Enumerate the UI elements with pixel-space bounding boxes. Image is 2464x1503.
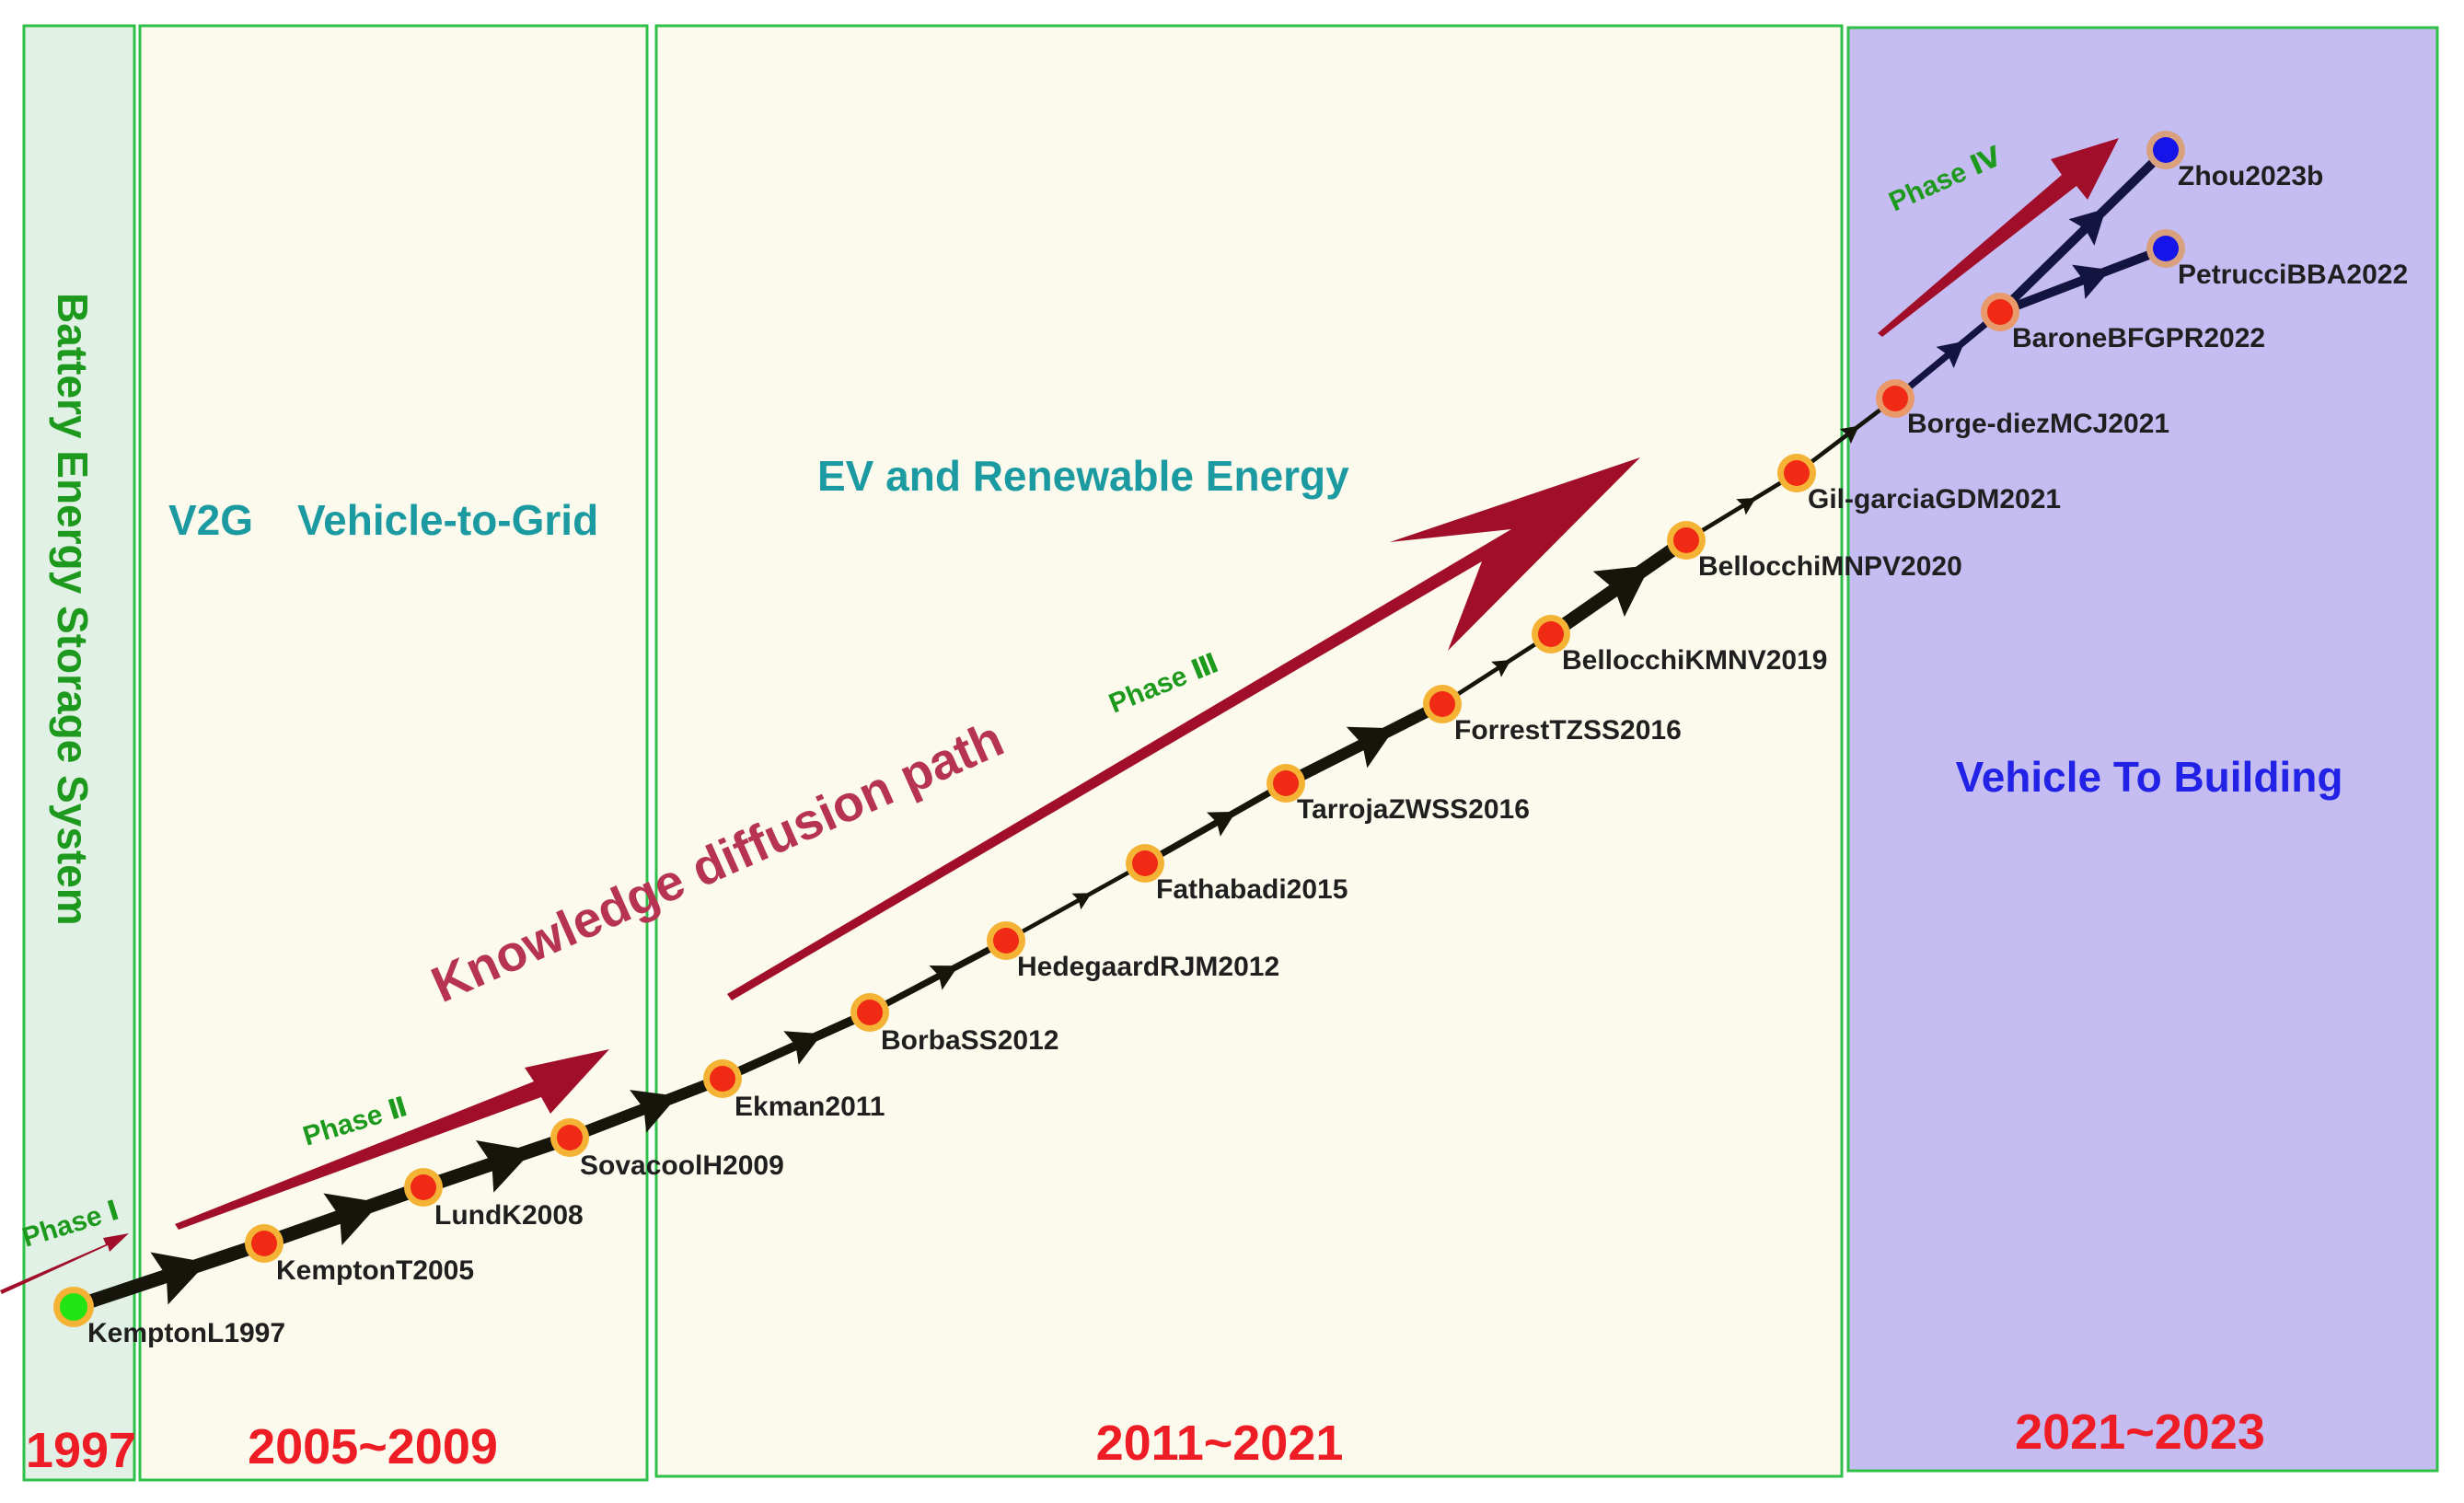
edge-arrowhead-BorbaSS2012-to-HedegaardRJM2012 bbox=[929, 965, 959, 990]
panel-2021-2023 bbox=[1846, 26, 2439, 1473]
nodes-layer: KemptonL1997 KemptonT2005 LundK2008 Sovacoo… bbox=[53, 131, 2408, 1348]
node-HedegaardRJM2012: HedegaardRJM2012 bbox=[987, 921, 1279, 982]
edge-HedegaardRJM2012-to-Fathabadi2015 bbox=[1003, 861, 1148, 943]
theme-battery-storage: Battery Energy Storage System bbox=[49, 293, 97, 926]
diffusion-arrow-phase-1 bbox=[0, 1233, 129, 1294]
edge-arrowhead-Gil-garciaGDM2021-to-Borge-diezMCJ2021 bbox=[1839, 425, 1859, 445]
diffusion-arrow-phase-2 bbox=[175, 1049, 609, 1230]
node-core bbox=[1673, 527, 1699, 553]
node-core bbox=[857, 1000, 883, 1025]
node-label: Borge-diezMCJ2021 bbox=[1907, 409, 2169, 439]
edge-arrowhead-KemptonT2005-to-LundK2008 bbox=[323, 1193, 381, 1246]
theme-ev-renewable: EV and Renewable Energy bbox=[817, 452, 1349, 500]
edge-BorbaSS2012-to-HedegaardRJM2012 bbox=[866, 937, 1010, 1016]
node-label: KemptonT2005 bbox=[276, 1255, 474, 1286]
node-label: BellocchiKMNV2019 bbox=[1562, 645, 1827, 676]
node-core bbox=[710, 1066, 735, 1092]
node-TarrojaZWSS2016: TarrojaZWSS2016 bbox=[1267, 764, 1530, 825]
edge-arrowhead-BellocchiKMNV2019-to-BellocchiMNPV2020 bbox=[1592, 565, 1650, 618]
year-labels: 1997 2005~2009 2011~2021 2021~2023 bbox=[26, 1405, 2265, 1478]
diffusion-arrow-phase-4 bbox=[1878, 138, 2119, 337]
node-core bbox=[1987, 299, 2013, 325]
node-label: TarrojaZWSS2016 bbox=[1297, 794, 1530, 825]
theme-labels: Battery Energy Storage System V2G Vehicl… bbox=[49, 293, 2343, 926]
panel-2005-2009 bbox=[138, 24, 649, 1482]
edge-Gil-garciaGDM2021-to-Borge-diezMCJ2021 bbox=[1794, 396, 1898, 476]
node-core bbox=[1429, 691, 1455, 717]
year-label-2011-2021: 2011~2021 bbox=[1096, 1416, 1344, 1471]
node-BaroneBFGPR2022: BaroneBFGPR2022 bbox=[1981, 293, 2265, 353]
node-core bbox=[411, 1174, 436, 1200]
node-label: Fathabadi2015 bbox=[1156, 874, 1348, 905]
node-core bbox=[1784, 460, 1810, 486]
edge-arrowhead-ForrestTZSS2016-to-BellocchiKMNV2019 bbox=[1491, 660, 1511, 677]
node-Zhou2023b: Zhou2023b bbox=[2146, 131, 2323, 191]
edge-ForrestTZSS2016-to-BellocchiKMNV2019 bbox=[1440, 631, 1554, 707]
year-label-2005-2009: 2005~2009 bbox=[248, 1419, 498, 1474]
node-BellocchiMNPV2020: BellocchiMNPV2020 bbox=[1667, 521, 1962, 582]
node-core bbox=[60, 1293, 87, 1321]
edge-BellocchiMNPV2020-to-Gil-garciaGDM2021 bbox=[1683, 470, 1799, 543]
node-label: HedegaardRJM2012 bbox=[1017, 952, 1279, 982]
node-core bbox=[1132, 850, 1158, 876]
node-KemptonT2005: KemptonT2005 bbox=[245, 1224, 474, 1286]
theme-vehicle-to-building: Vehicle To Building bbox=[1956, 753, 2343, 801]
edge-arrowhead-Fathabadi2015-to-TarrojaZWSS2016 bbox=[1206, 811, 1236, 837]
edge-Fathabadi2015-to-TarrojaZWSS2016 bbox=[1141, 780, 1290, 867]
node-core bbox=[2153, 137, 2179, 163]
node-label: BellocchiMNPV2020 bbox=[1698, 551, 1962, 582]
node-SovacoolH2009: SovacoolH2009 bbox=[550, 1118, 784, 1181]
edge-arrowhead-BaroneBFGPR2022-to-Zhou2023b bbox=[2068, 208, 2106, 246]
year-label-2021-2023: 2021~2023 bbox=[2015, 1405, 2265, 1460]
node-Ekman2011: Ekman2011 bbox=[703, 1059, 885, 1122]
node-core bbox=[1273, 770, 1299, 796]
theme-v2g-abbrev: V2G bbox=[168, 496, 253, 544]
node-Borge-diezMCJ2021: Borge-diezMCJ2021 bbox=[1876, 379, 2169, 439]
edge-arrowhead-HedegaardRJM2012-to-Fathabadi2015 bbox=[1071, 893, 1093, 910]
node-core bbox=[2153, 236, 2179, 261]
node-Fathabadi2015: Fathabadi2015 bbox=[1126, 844, 1348, 905]
node-label: Gil-garciaGDM2021 bbox=[1808, 484, 2061, 514]
node-label: PetrucciBBA2022 bbox=[2178, 260, 2408, 290]
node-label: Ekman2011 bbox=[735, 1092, 885, 1122]
node-core bbox=[557, 1125, 583, 1150]
edge-arrowhead-SovacoolH2009-to-Ekman2011 bbox=[630, 1090, 678, 1133]
node-KemptonL1997: KemptonL1997 bbox=[53, 1287, 285, 1348]
edges-layer bbox=[66, 145, 2170, 1314]
edge-BaroneBFGPR2022-to-PetrucciBBA2022 bbox=[1995, 244, 2170, 317]
edge-arrowhead-KemptonL1997-to-KemptonT2005 bbox=[150, 1252, 208, 1305]
year-label-1997: 1997 bbox=[26, 1423, 136, 1478]
node-label: BaroneBFGPR2022 bbox=[2012, 323, 2265, 353]
node-core bbox=[1538, 621, 1564, 647]
edge-arrowhead-Borge-diezMCJ2021-to-BaroneBFGPR2022 bbox=[1936, 341, 1965, 368]
edge-arrowhead-TarrojaZWSS2016-to-ForrestTZSS2016 bbox=[1346, 726, 1395, 769]
edge-Borge-diezMCJ2021-to-BaroneBFGPR2022 bbox=[1891, 308, 2004, 402]
edge-arrowhead-Ekman2011-to-BorbaSS2012 bbox=[783, 1031, 823, 1065]
period-panels bbox=[22, 24, 2439, 1482]
node-PetrucciBBA2022: PetrucciBBA2022 bbox=[2146, 229, 2408, 290]
node-label: LundK2008 bbox=[434, 1200, 584, 1231]
node-BellocchiKMNV2019: BellocchiKMNV2019 bbox=[1532, 615, 1827, 676]
edge-BaroneBFGPR2022-to-Zhou2023b bbox=[1995, 145, 2170, 317]
node-LundK2008: LundK2008 bbox=[404, 1168, 584, 1231]
node-core bbox=[1882, 386, 1908, 411]
node-ForrestTZSS2016: ForrestTZSS2016 bbox=[1423, 685, 1682, 746]
edge-arrowhead-BellocchiMNPV2020-to-Gil-garciaGDM2021 bbox=[1736, 497, 1756, 515]
node-label: ForrestTZSS2016 bbox=[1454, 715, 1682, 746]
node-Gil-garciaGDM2021: Gil-garciaGDM2021 bbox=[1777, 454, 2061, 514]
node-core bbox=[993, 928, 1019, 954]
node-label: BorbaSS2012 bbox=[881, 1025, 1058, 1056]
panel-2011-2021 bbox=[654, 24, 1844, 1478]
node-label: SovacoolH2009 bbox=[580, 1150, 784, 1181]
node-label: KemptonL1997 bbox=[87, 1318, 285, 1348]
node-core bbox=[251, 1231, 277, 1256]
node-BorbaSS2012: BorbaSS2012 bbox=[850, 993, 1058, 1056]
theme-vehicle-to-grid: Vehicle-to-Grid bbox=[297, 496, 598, 544]
diffusion-arrows bbox=[0, 138, 2119, 1294]
edge-arrowhead-LundK2008-to-SovacoolH2009 bbox=[475, 1139, 533, 1193]
node-label: Zhou2023b bbox=[2178, 161, 2323, 191]
diffusion-arrow-phase-3 bbox=[727, 457, 1640, 1000]
edge-arrowhead-BaroneBFGPR2022-to-PetrucciBBA2022 bbox=[2072, 264, 2111, 300]
